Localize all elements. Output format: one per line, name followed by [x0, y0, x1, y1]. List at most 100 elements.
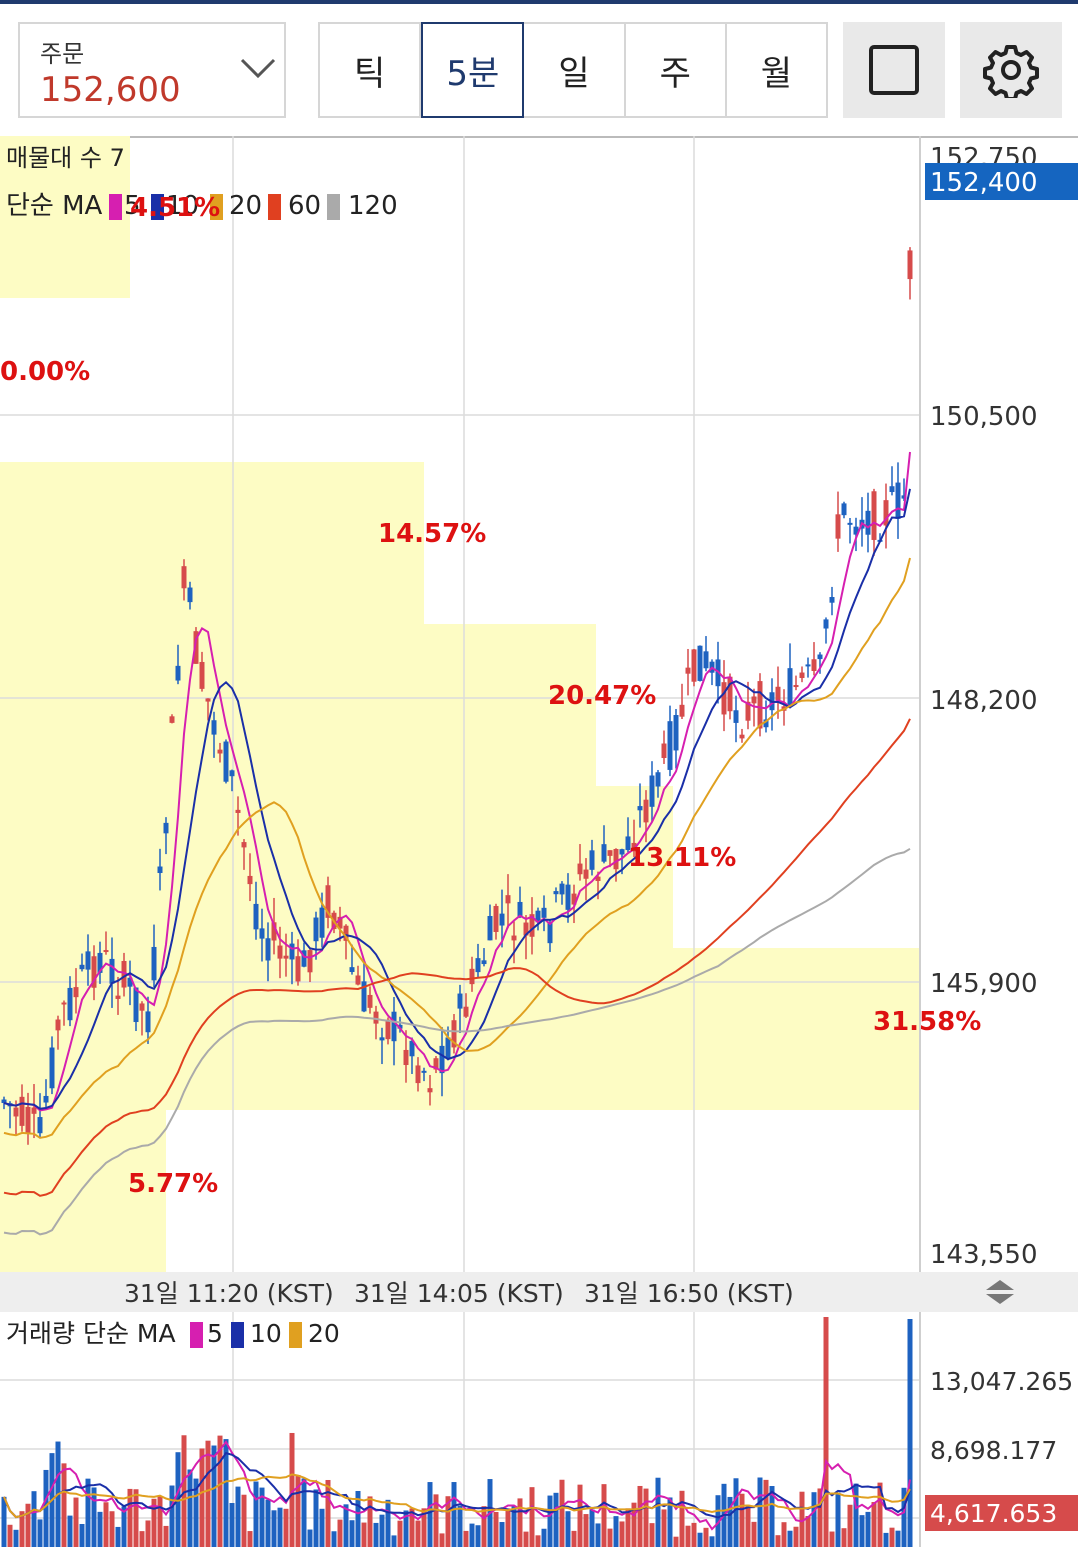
candle [373, 1005, 379, 1040]
volume-bar [367, 1496, 373, 1547]
chart-header: 주문 152,600 틱 5분 일 주 월 [0, 4, 1078, 136]
volume-bar [289, 1432, 295, 1547]
volume-bar [301, 1478, 307, 1547]
profile-pct-label: 20.47% [548, 681, 656, 711]
volume-bar [625, 1508, 631, 1547]
candle [739, 728, 745, 743]
ma120-label: 120 [348, 191, 398, 221]
settings-button[interactable] [960, 22, 1062, 118]
volume-bar [763, 1479, 769, 1547]
candle [511, 921, 517, 964]
ma20-swatch [210, 194, 223, 220]
volume-bar [295, 1474, 301, 1547]
ma20-label: 20 [229, 191, 262, 221]
candle [199, 651, 205, 692]
updown-arrows-icon[interactable] [986, 1280, 1014, 1304]
volume-axis: 13,047.265 8,698.177 [930, 1367, 1073, 1465]
volume-bar [343, 1504, 349, 1547]
volume-bar [907, 1319, 913, 1547]
volume-bar [379, 1514, 385, 1547]
volume-bar [373, 1522, 379, 1547]
volume-bar [475, 1525, 481, 1547]
volume-bar [829, 1531, 835, 1547]
volume-bar [463, 1530, 469, 1547]
ma5-swatch [109, 194, 122, 220]
volume-bar [847, 1504, 853, 1547]
volume-bar [241, 1494, 247, 1547]
volume-bar [691, 1522, 697, 1547]
volume-bar [655, 1477, 661, 1547]
ma5-label: 5 [124, 191, 141, 221]
candle [313, 911, 319, 960]
volume-bar [883, 1532, 889, 1547]
candle [631, 819, 637, 858]
candle [97, 941, 103, 984]
volume-bar [313, 1489, 319, 1547]
volume-bar [637, 1485, 643, 1547]
volume-bar [19, 1511, 25, 1547]
tab-month[interactable]: 월 [760, 53, 793, 94]
price-chart[interactable]: 매물대 수 7 단순 MA 5 10 20 60 120 4.51% 0.00%… [0, 136, 1078, 1272]
candle [91, 945, 97, 1001]
volume-bar [91, 1487, 97, 1547]
volume-bar [667, 1497, 673, 1547]
volume-bar [247, 1531, 253, 1547]
candle [601, 825, 607, 864]
volume-bar [337, 1519, 343, 1547]
candle [25, 1092, 31, 1145]
volume-bar [673, 1536, 679, 1547]
candle [163, 817, 169, 855]
candle [643, 790, 649, 843]
volume-bar [397, 1520, 403, 1547]
candle [391, 996, 397, 1066]
candle [205, 698, 211, 721]
volume-bar [661, 1509, 667, 1547]
volume-ma-line [3, 1473, 911, 1519]
candle [829, 586, 835, 616]
candle [427, 1074, 433, 1106]
time-axis: 31일 11:20 (KST) 31일 14:05 (KST) 31일 16:5… [0, 1272, 1078, 1312]
candle [343, 924, 349, 960]
volume-bar [565, 1511, 571, 1547]
candle [775, 666, 781, 719]
candle [241, 839, 247, 870]
volume-bar [67, 1515, 73, 1547]
profile-pct-labels: 4.51% 0.00% 14.57% 20.47% 13.11% 31.58% … [0, 193, 981, 1199]
ma60-swatch [268, 194, 281, 220]
volume-bar [271, 1510, 277, 1547]
volume-bar [529, 1487, 535, 1547]
candle [145, 996, 151, 1044]
price-axis-label: 148,200 [930, 686, 1038, 716]
volume-bar [553, 1492, 559, 1547]
candle [121, 952, 127, 997]
candle [439, 1027, 445, 1097]
volume-bar [361, 1522, 367, 1547]
vol-ma5-label: 5 [207, 1319, 223, 1348]
current-volume-tag [925, 1495, 1078, 1531]
volume-chart[interactable]: 거래량 단순 MA 5 10 20 13,047.265 8,698.177 4… [0, 1312, 1078, 1547]
volume-bar [307, 1529, 313, 1547]
volume-bar [163, 1525, 169, 1547]
tab-day[interactable]: 일 [524, 24, 626, 116]
volume-bar [235, 1486, 241, 1547]
volume-bar [25, 1503, 31, 1547]
volume-bar [727, 1496, 733, 1547]
volume-bar [145, 1520, 151, 1547]
volume-bar [325, 1479, 331, 1547]
candle [259, 908, 265, 962]
tab-week[interactable]: 주 [626, 24, 727, 116]
candle [433, 1056, 439, 1074]
candle [385, 1017, 391, 1045]
fullscreen-button[interactable] [843, 22, 945, 118]
tab-5min[interactable]: 5분 [421, 22, 525, 118]
candle [403, 1030, 409, 1083]
volume-bar [643, 1488, 649, 1547]
order-selector[interactable]: 주문 152,600 [18, 22, 286, 118]
time-label: 31일 11:20 (KST) [124, 1279, 334, 1308]
candle [541, 895, 547, 932]
interval-tabs: 틱 5분 일 주 월 [318, 22, 828, 118]
tab-tick[interactable]: 틱 [320, 24, 422, 116]
volume-bar [835, 1492, 841, 1547]
volume-bar [211, 1445, 217, 1547]
candle [223, 739, 229, 784]
